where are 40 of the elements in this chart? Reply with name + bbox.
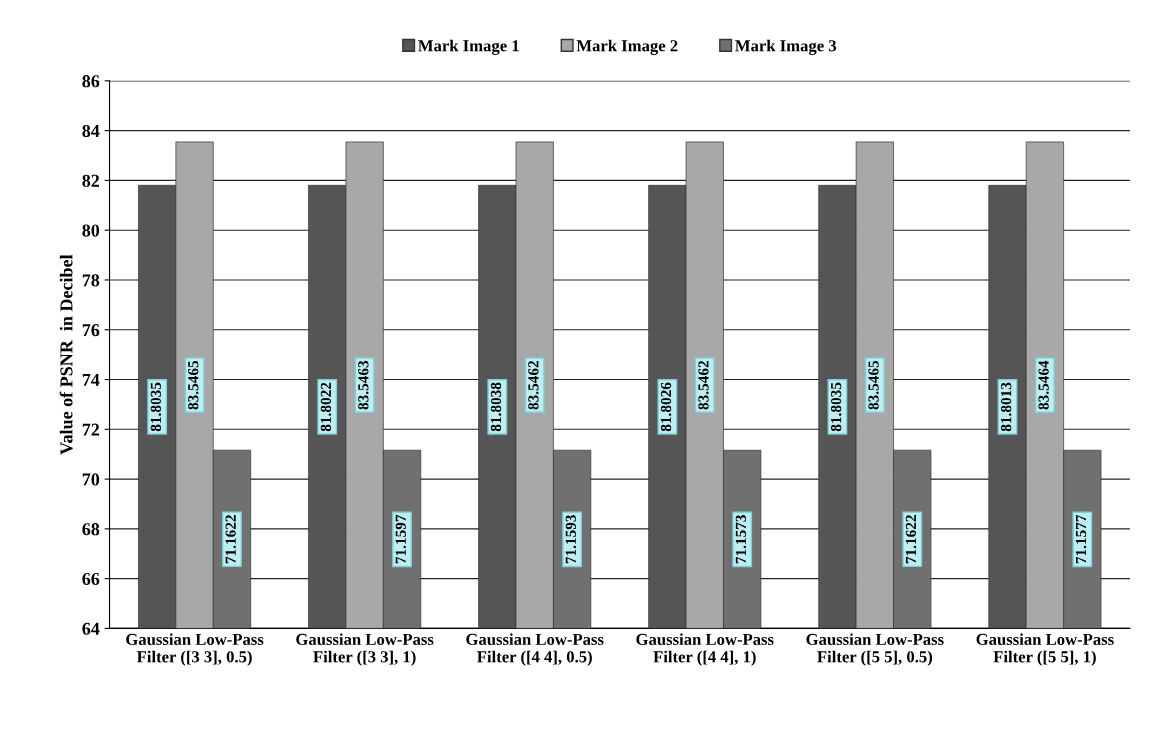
data-label: 83.5462	[698, 361, 709, 410]
y-tick-label: 64	[82, 622, 100, 635]
data-label: 71.1573	[735, 515, 747, 564]
data-label: 83.5465	[188, 360, 199, 410]
data-label: 83.5465	[868, 360, 879, 410]
y-tick-label: 84	[82, 124, 100, 138]
x-tick-label: Gaussian Low-Pass Filter ([3 3], 0.5)	[126, 633, 264, 666]
data-label: 71.1622	[905, 515, 917, 564]
y-tick-label: 80	[82, 224, 100, 237]
data-label: 71.1597	[395, 514, 406, 564]
x-tick-label: Gaussian Low-Pass Filter ([3 3], 1)	[296, 633, 434, 666]
data-label: 81.8035	[830, 382, 842, 432]
y-tick-label: 74	[82, 373, 100, 386]
y-tick-label: 78	[82, 274, 100, 287]
y-tick-label: 86	[82, 75, 100, 88]
data-label: 83.5464	[1038, 360, 1049, 410]
data-label: 71.1577	[1075, 514, 1087, 564]
data-label: 81.8035	[150, 382, 162, 432]
y-tick-label: 76	[82, 324, 100, 337]
data-label: 83.5462	[528, 361, 539, 410]
data-label: 81.8038	[490, 382, 502, 432]
data-label: 81.8026	[660, 382, 672, 432]
x-tick-label: Gaussian Low-Pass Filter ([5 5], 0.5)	[806, 633, 944, 666]
y-tick-label: 68	[82, 523, 100, 536]
y-axis-title: Value of PSNR in Decibel	[59, 254, 73, 455]
data-label: 71.1593	[565, 515, 577, 564]
data-label: 71.1622	[225, 515, 236, 564]
y-tick-label: 66	[82, 572, 100, 586]
x-tick-label: Gaussian Low-Pass Filter ([4 4], 1)	[636, 633, 774, 666]
legend-label: Mark Image 3	[735, 39, 837, 55]
x-tick-label: Gaussian Low-Pass Filter ([4 4], 0.5)	[466, 633, 604, 666]
y-tick-label: 82	[82, 174, 100, 187]
x-tick-label: Gaussian Low-Pass Filter ([5 5], 1)	[976, 633, 1114, 666]
y-tick-label: 70	[82, 473, 100, 486]
data-label: 81.8022	[320, 382, 332, 432]
data-label: 81.8013	[1001, 382, 1012, 432]
legend-label: Mark Image 1	[418, 39, 519, 55]
data-label: 83.5463	[358, 360, 369, 410]
legend-label: Mark Image 2	[576, 39, 678, 55]
y-tick-label: 72	[82, 423, 100, 436]
